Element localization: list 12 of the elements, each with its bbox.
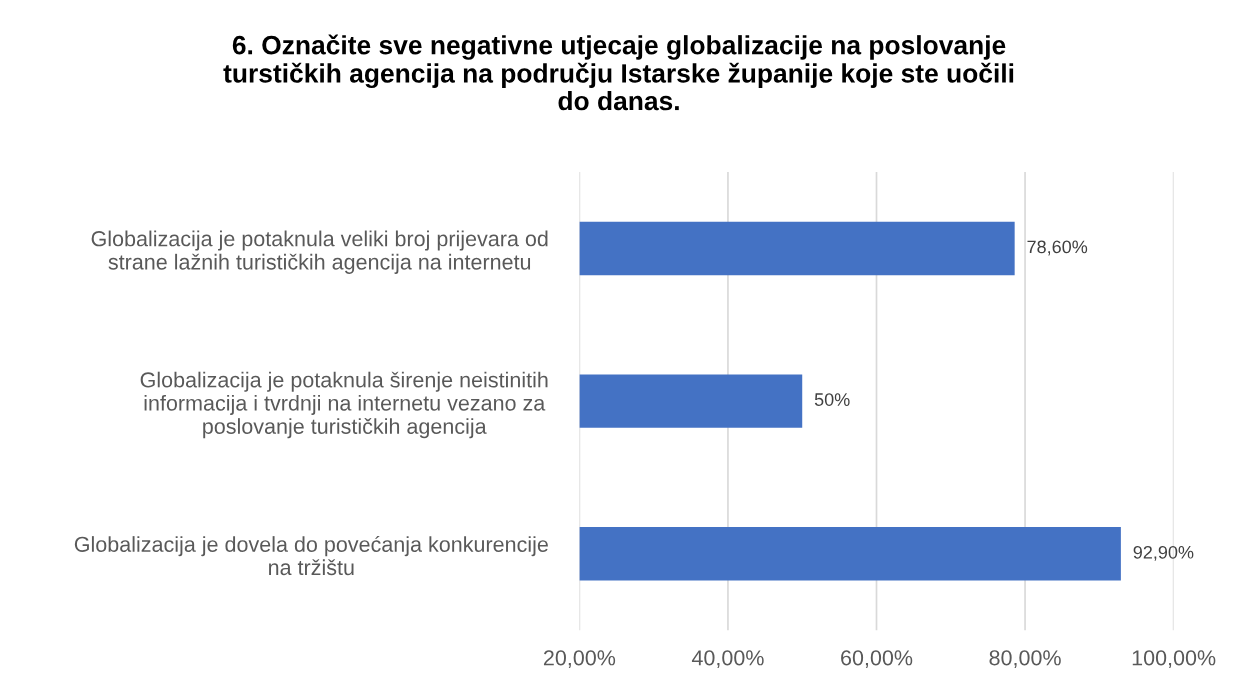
x-tick-label: 40,00% xyxy=(691,650,764,668)
data-label: 78,60% xyxy=(1027,240,1088,256)
x-tick-label: 20,00% xyxy=(543,650,616,668)
chart-title: 6. Označite sve negativne utjecaje globalizacije na poslovanje turstičkih agencija na području Istarske županije koje ste uočili do danas. xyxy=(223,34,1014,111)
y-tick-label: Globalizacija je potaknula širenje neistinitih informacija i tvrdnji na internetu vezano za poslovanje turističkih agencija xyxy=(140,371,548,439)
x-tick-label: 80,00% xyxy=(989,650,1061,668)
x-tick-label: 60,00% xyxy=(841,650,913,668)
y-tick-label: Globalizacija je potaknula veliki broj prijevara od strane lažnih turističkih agencija na internetu xyxy=(91,230,548,274)
data-label: 50% xyxy=(814,393,850,406)
x-tick-label: 100,00% xyxy=(1132,650,1216,668)
y-tick-label: Globalizacija je dovela do povećanja konkurencije na tržištu xyxy=(74,535,548,576)
data-label: 92,90% xyxy=(1133,545,1194,561)
